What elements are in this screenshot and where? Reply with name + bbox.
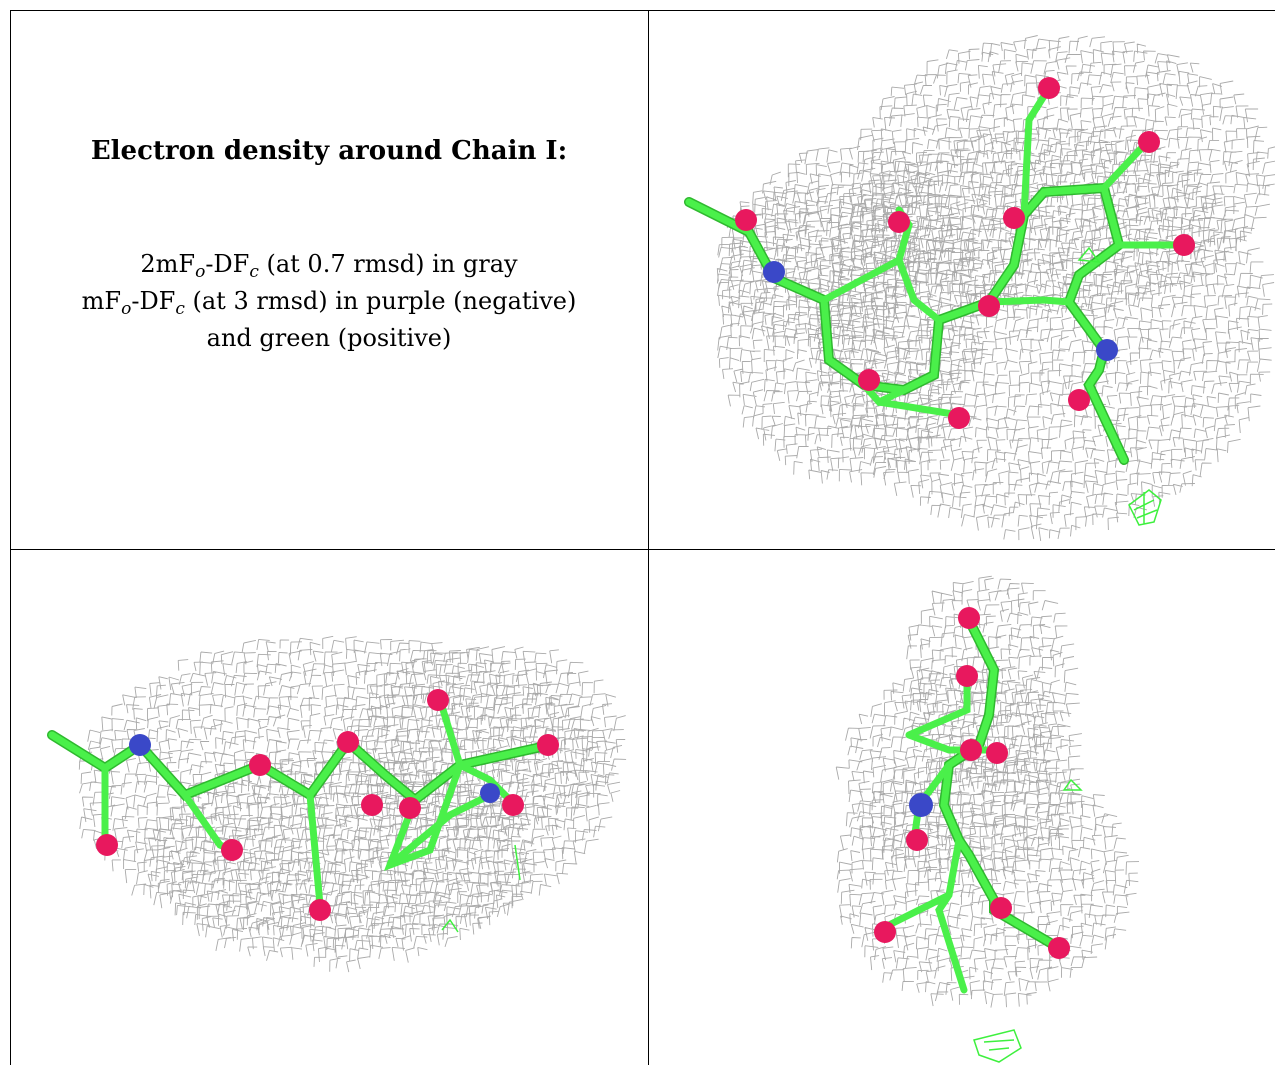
mesh-2fofc xyxy=(716,35,1275,541)
density-view-top-right xyxy=(649,10,1275,548)
positive-density-blobs xyxy=(973,778,1083,1063)
density-view-bottom-right xyxy=(649,550,1275,1065)
legend-line-difference: mFo-DFc (at 3 rmsd) in purple (negative) xyxy=(81,287,577,319)
positive-density-blobs xyxy=(1077,246,1162,526)
mesh-wire xyxy=(836,757,1140,1008)
mesh-wire xyxy=(357,646,627,841)
density-view-bottom-left xyxy=(10,550,648,1065)
molecule-mesh-icon xyxy=(47,635,627,973)
legend-line-positive: and green (positive) xyxy=(206,324,452,352)
bonds xyxy=(47,696,555,909)
positive-density-blobs xyxy=(441,844,521,933)
mesh-wire xyxy=(78,635,621,952)
molecule-mesh-icon xyxy=(684,35,1275,541)
molecule-mesh-icon xyxy=(835,575,1140,1063)
table-left-border xyxy=(10,10,11,1065)
table-center-divider xyxy=(648,10,649,1065)
legend-text: 2mFo-DFc (at 0.7 rmsd) in gray mFo-DFc (… xyxy=(10,246,648,357)
caption-cell: Electron density around Chain I: 2mFo-DF… xyxy=(10,10,648,548)
table-middle-divider xyxy=(10,549,1275,550)
mesh-2fofc xyxy=(835,575,1140,1008)
panel-title: Electron density around Chain I: xyxy=(90,136,568,166)
table-top-border xyxy=(10,10,1275,11)
mesh-wire xyxy=(856,35,1275,320)
atoms xyxy=(735,77,1195,429)
mesh-2fofc xyxy=(78,635,627,973)
atoms xyxy=(96,689,559,921)
legend-line-gray: 2mFo-DFc (at 0.7 rmsd) in gray xyxy=(140,250,518,282)
atoms xyxy=(874,607,1070,959)
